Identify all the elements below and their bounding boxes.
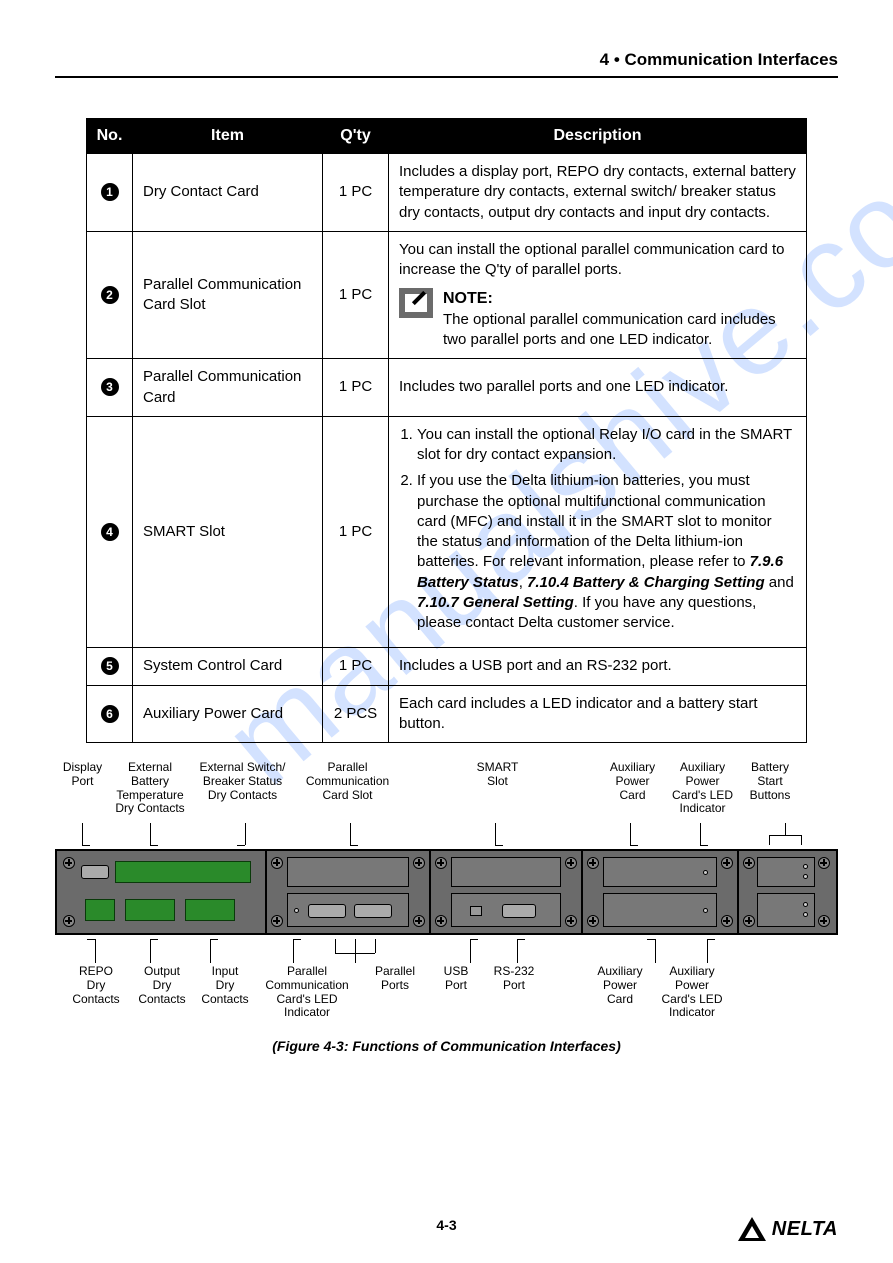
diagram-label: Auxiliary Power Card (587, 965, 653, 1020)
diagram-label: Parallel Ports (359, 965, 431, 1020)
battery-start-bottom (757, 893, 815, 927)
table-row: 5 System Control Card 1 PC Includes a US… (87, 648, 807, 685)
item-cell: SMART Slot (133, 416, 323, 648)
desc-cell: Includes a USB port and an RS-232 port. (389, 648, 807, 685)
desc-cell: Each card includes a LED indicator and a… (389, 685, 807, 743)
rear-panel (55, 849, 838, 935)
desc-list-item: If you use the Delta lithium-ion batteri… (417, 471, 796, 633)
note-body: The optional parallel communication card… (443, 310, 796, 351)
note-title: NOTE: (443, 288, 796, 310)
desc-cell: Includes two parallel ports and one LED … (389, 359, 807, 417)
qty-cell: 1 PC (323, 359, 389, 417)
panel-diagram: Display Port External Battery Temperatur… (55, 761, 838, 1020)
diagram-label: Display Port (55, 761, 110, 789)
desc-cell: You can install the optional parallel co… (389, 231, 807, 359)
row-number-icon: 6 (101, 705, 119, 723)
row-number-icon: 2 (101, 286, 119, 304)
note-box: NOTE: The optional parallel communicatio… (399, 288, 796, 350)
item-cell: Auxiliary Power Card (133, 685, 323, 743)
row-number-icon: 4 (101, 523, 119, 541)
diagram-label: Auxiliary Power Card's LED Indicator (653, 965, 731, 1020)
col-no: No. (87, 119, 133, 154)
display-port (81, 865, 109, 879)
note-text: NOTE: The optional parallel communicatio… (443, 288, 796, 350)
diagram-label: Parallel Communication Card Slot (295, 761, 400, 802)
aux-power-top (603, 857, 717, 887)
smart-slot (451, 857, 561, 887)
header-section: 4 (600, 50, 609, 69)
item-cell: System Control Card (133, 648, 323, 685)
header-bullet: • (614, 50, 620, 69)
desc-list: You can install the optional Relay I/O c… (399, 425, 796, 634)
row-number-icon: 5 (101, 657, 119, 675)
table-row: 6 Auxiliary Power Card 2 PCS Each card i… (87, 685, 807, 743)
item-cell: Dry Contact Card (133, 154, 323, 232)
table-row: 1 Dry Contact Card 1 PC Includes a displ… (87, 154, 807, 232)
diagram-label: Output Dry Contacts (129, 965, 195, 1020)
col-desc: Description (389, 119, 807, 154)
table-row: 3 Parallel Communication Card 1 PC Inclu… (87, 359, 807, 417)
desc-cell: Includes a display port, REPO dry contac… (389, 154, 807, 232)
diagram-label: Input Dry Contacts (195, 965, 255, 1020)
terminal-block (115, 861, 251, 883)
col-item: Item (133, 119, 323, 154)
header-title-text: Communication Interfaces (625, 50, 839, 69)
bottom-labels-row: REPO Dry Contacts Output Dry Contacts In… (55, 965, 838, 1020)
figure-caption: (Figure 4-3: Functions of Communication … (55, 1038, 838, 1054)
desc-list-item: You can install the optional Relay I/O c… (417, 425, 796, 466)
diagram-label: USB Port (431, 965, 481, 1020)
desc-intro: You can install the optional parallel co… (399, 240, 796, 281)
table-row: 2 Parallel Communication Card Slot 1 PC … (87, 231, 807, 359)
item-cell: Parallel Communication Card Slot (133, 231, 323, 359)
parallel-card (287, 893, 409, 927)
note-icon (399, 288, 433, 318)
diagram-label: Auxiliary Power Card (600, 761, 665, 802)
qty-cell: 1 PC (323, 416, 389, 648)
diagram-label: REPO Dry Contacts (63, 965, 129, 1020)
brand-logo: NELTA (738, 1217, 838, 1241)
repo-terminal (85, 899, 115, 921)
diagram-label: RS-232 Port (481, 965, 547, 1020)
item-cell: Parallel Communication Card (133, 359, 323, 417)
table-header-row: No. Item Q'ty Description (87, 119, 807, 154)
battery-start-top (757, 857, 815, 887)
diagram-label: Auxiliary Power Card's LED Indicator (665, 761, 740, 816)
col-qty: Q'ty (323, 119, 389, 154)
diagram-label: External Battery Temperature Dry Contact… (110, 761, 190, 816)
qty-cell: 2 PCS (323, 685, 389, 743)
diagram-label: SMART Slot (450, 761, 545, 789)
logo-text: NELTA (772, 1218, 838, 1241)
top-labels-row: Display Port External Battery Temperatur… (55, 761, 838, 823)
parallel-slot (287, 857, 409, 887)
row-number-icon: 1 (101, 183, 119, 201)
qty-cell: 1 PC (323, 231, 389, 359)
output-terminal (125, 899, 175, 921)
aux-power-bottom (603, 893, 717, 927)
table-row: 4 SMART Slot 1 PC You can install the op… (87, 416, 807, 648)
interfaces-table: No. Item Q'ty Description 1 Dry Contact … (86, 118, 807, 743)
desc-cell: You can install the optional Relay I/O c… (389, 416, 807, 648)
page-header: 4 • Communication Interfaces (55, 50, 838, 78)
logo-triangle-icon (738, 1217, 766, 1241)
diagram-label: External Switch/ Breaker Status Dry Cont… (190, 761, 295, 802)
input-terminal (185, 899, 235, 921)
qty-cell: 1 PC (323, 154, 389, 232)
diagram-label: Battery Start Buttons (740, 761, 800, 802)
diagram-label: Parallel Communication Card's LED Indica… (255, 965, 359, 1020)
row-number-icon: 3 (101, 378, 119, 396)
qty-cell: 1 PC (323, 648, 389, 685)
system-control-card (451, 893, 561, 927)
